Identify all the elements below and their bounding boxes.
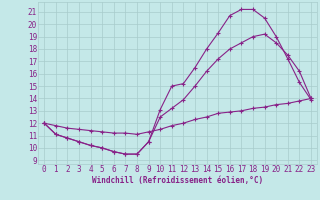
X-axis label: Windchill (Refroidissement éolien,°C): Windchill (Refroidissement éolien,°C) [92, 176, 263, 185]
